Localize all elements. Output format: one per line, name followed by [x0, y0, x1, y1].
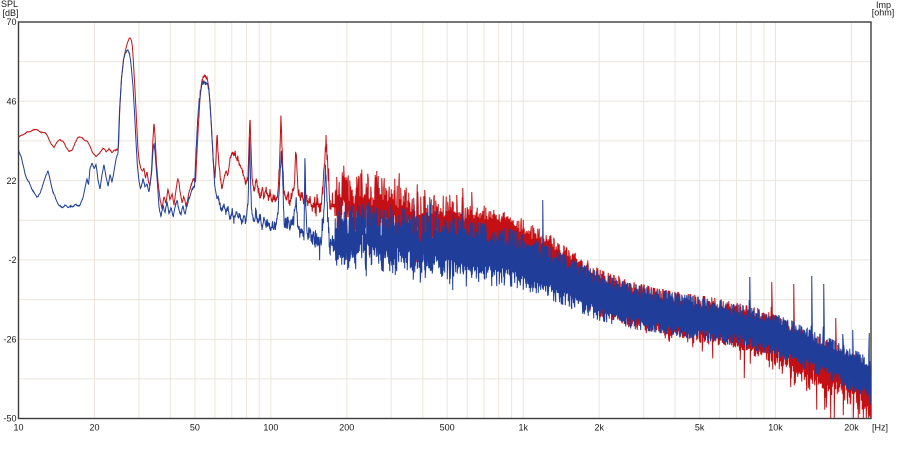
svg-text:100: 100 — [263, 423, 278, 433]
svg-text:SPL: SPL — [1, 0, 18, 9]
svg-text:20: 20 — [89, 423, 99, 433]
svg-text:500: 500 — [440, 423, 455, 433]
svg-text:Imp: Imp — [876, 0, 891, 10]
svg-text:50: 50 — [190, 423, 200, 433]
svg-text:[Hz]: [Hz] — [872, 423, 888, 433]
svg-text:10: 10 — [13, 423, 23, 433]
svg-text:200: 200 — [339, 423, 354, 433]
svg-text:1k: 1k — [518, 423, 528, 433]
svg-text:[dB]: [dB] — [2, 8, 18, 18]
svg-text:2k: 2k — [594, 423, 604, 433]
svg-text:10k: 10k — [768, 423, 783, 433]
svg-text:[ohm]: [ohm] — [872, 8, 895, 18]
svg-text:70: 70 — [6, 17, 16, 27]
svg-text:46: 46 — [6, 97, 16, 107]
svg-text:22: 22 — [6, 176, 16, 186]
svg-text:-2: -2 — [8, 255, 16, 265]
svg-text:-26: -26 — [3, 334, 16, 344]
svg-text:20k: 20k — [844, 423, 859, 433]
svg-text:5k: 5k — [695, 423, 705, 433]
svg-text:-50: -50 — [3, 414, 16, 424]
